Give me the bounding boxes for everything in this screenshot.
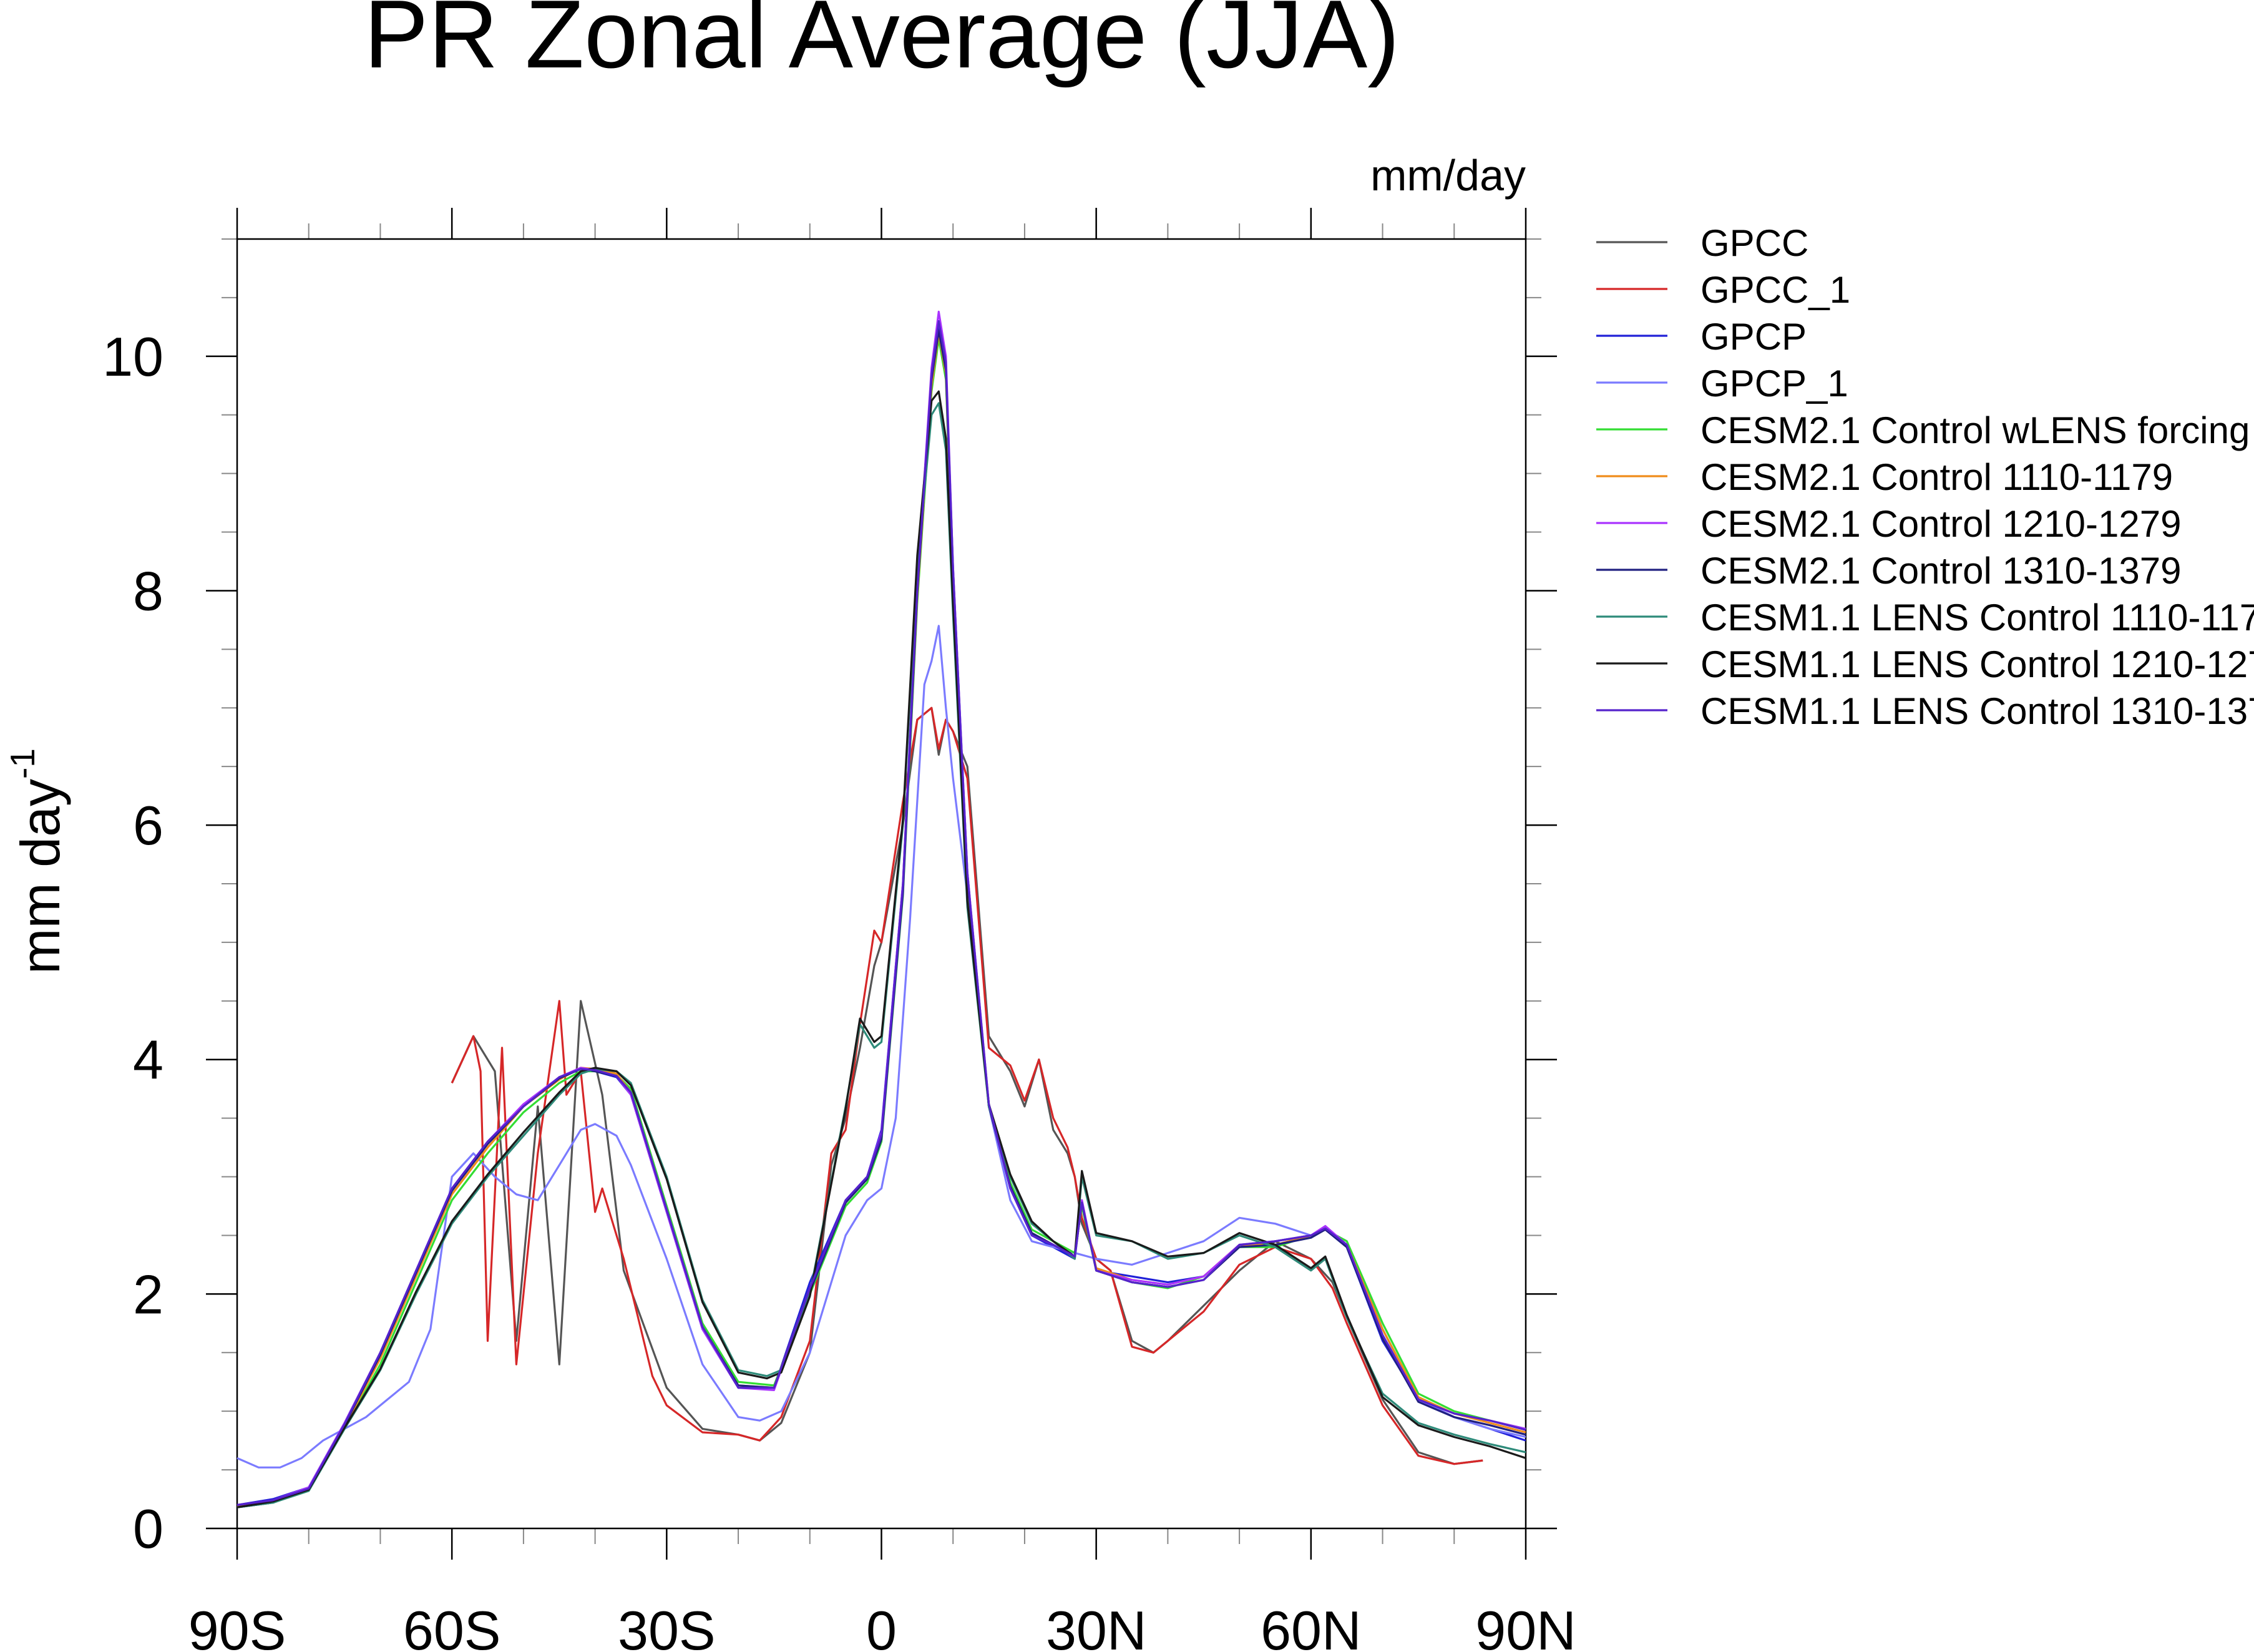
y-axis-label: mm day-1 [3,748,71,974]
series-line-10 [237,390,1526,1508]
legend-label: CESM1.1 LENS Control 1110-1179 [1700,597,2254,638]
y-tick-label: 0 [133,1498,163,1560]
series-line-9 [237,402,1526,1508]
y-axis-label-text: mm day [9,779,71,974]
legend-label: GPCP_1 [1700,363,1848,404]
series-line-2 [451,706,1483,1465]
legend-label: GPCP [1700,316,1807,358]
svg-text:mm day-1: mm day-1 [3,748,71,974]
x-tick-label: 60S [403,1600,501,1652]
plot-frame [236,238,1527,1530]
series-lines [237,310,1526,1508]
legend: GPCC GPCC_1 GPCP GPCP_1 CESM2.1 Control wLEN… [1596,222,2254,732]
legend-label: CESM2.1 Control 1310-1379 [1700,550,2181,592]
x-tick-labels: 90S 60S 30S 0 30N 60N 90N [188,1600,1576,1652]
x-tick-label: 30N [1046,1600,1146,1652]
series-line-4 [237,625,1526,1469]
minor-ticks [222,223,1541,1544]
chart-title: PR Zonal Average (JJA) [364,0,1400,88]
x-tick-label: 90N [1475,1600,1576,1652]
legend-label: CESM2.1 Control 1210-1279 [1700,503,2181,545]
major-ticks [206,208,1557,1560]
legend-label: GPCC_1 [1700,269,1850,311]
x-tick-label: 90S [188,1600,286,1652]
y-tick-label: 8 [133,560,163,622]
y-tick-label: 10 [102,326,163,388]
y-tick-label: 4 [133,1029,163,1091]
y-tick-label: 6 [133,794,163,856]
units-label: mm/day [1370,151,1526,200]
legend-label: CESM2.1 Control wLENS forcing [1700,409,2250,451]
legend-label: CESM1.1 LENS Control 1310-1379 [1700,690,2254,732]
series-line-1 [451,706,1483,1465]
x-tick-label: 0 [866,1600,897,1652]
y-tick-label: 2 [133,1263,163,1325]
y-tick-labels: 0 2 4 6 8 10 [102,326,163,1560]
series-line-5 [237,337,1526,1508]
legend-label: CESM1.1 LENS Control 1210-1279 [1700,643,2254,685]
x-tick-label: 30S [618,1600,716,1652]
legend-label: CESM2.1 Control 1110-1179 [1700,456,2173,498]
legend-label: GPCC [1700,222,1808,264]
series-line-11 [237,320,1526,1506]
y-axis-label-exponent: -1 [3,748,42,779]
x-tick-label: 60N [1261,1600,1361,1652]
